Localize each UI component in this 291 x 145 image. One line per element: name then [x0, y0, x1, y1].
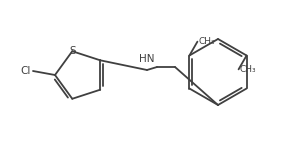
Text: HN: HN — [139, 54, 155, 64]
Text: Cl: Cl — [21, 66, 31, 76]
Text: CH₃: CH₃ — [239, 65, 256, 74]
Text: CH₃: CH₃ — [198, 37, 215, 46]
Text: S: S — [69, 46, 76, 56]
